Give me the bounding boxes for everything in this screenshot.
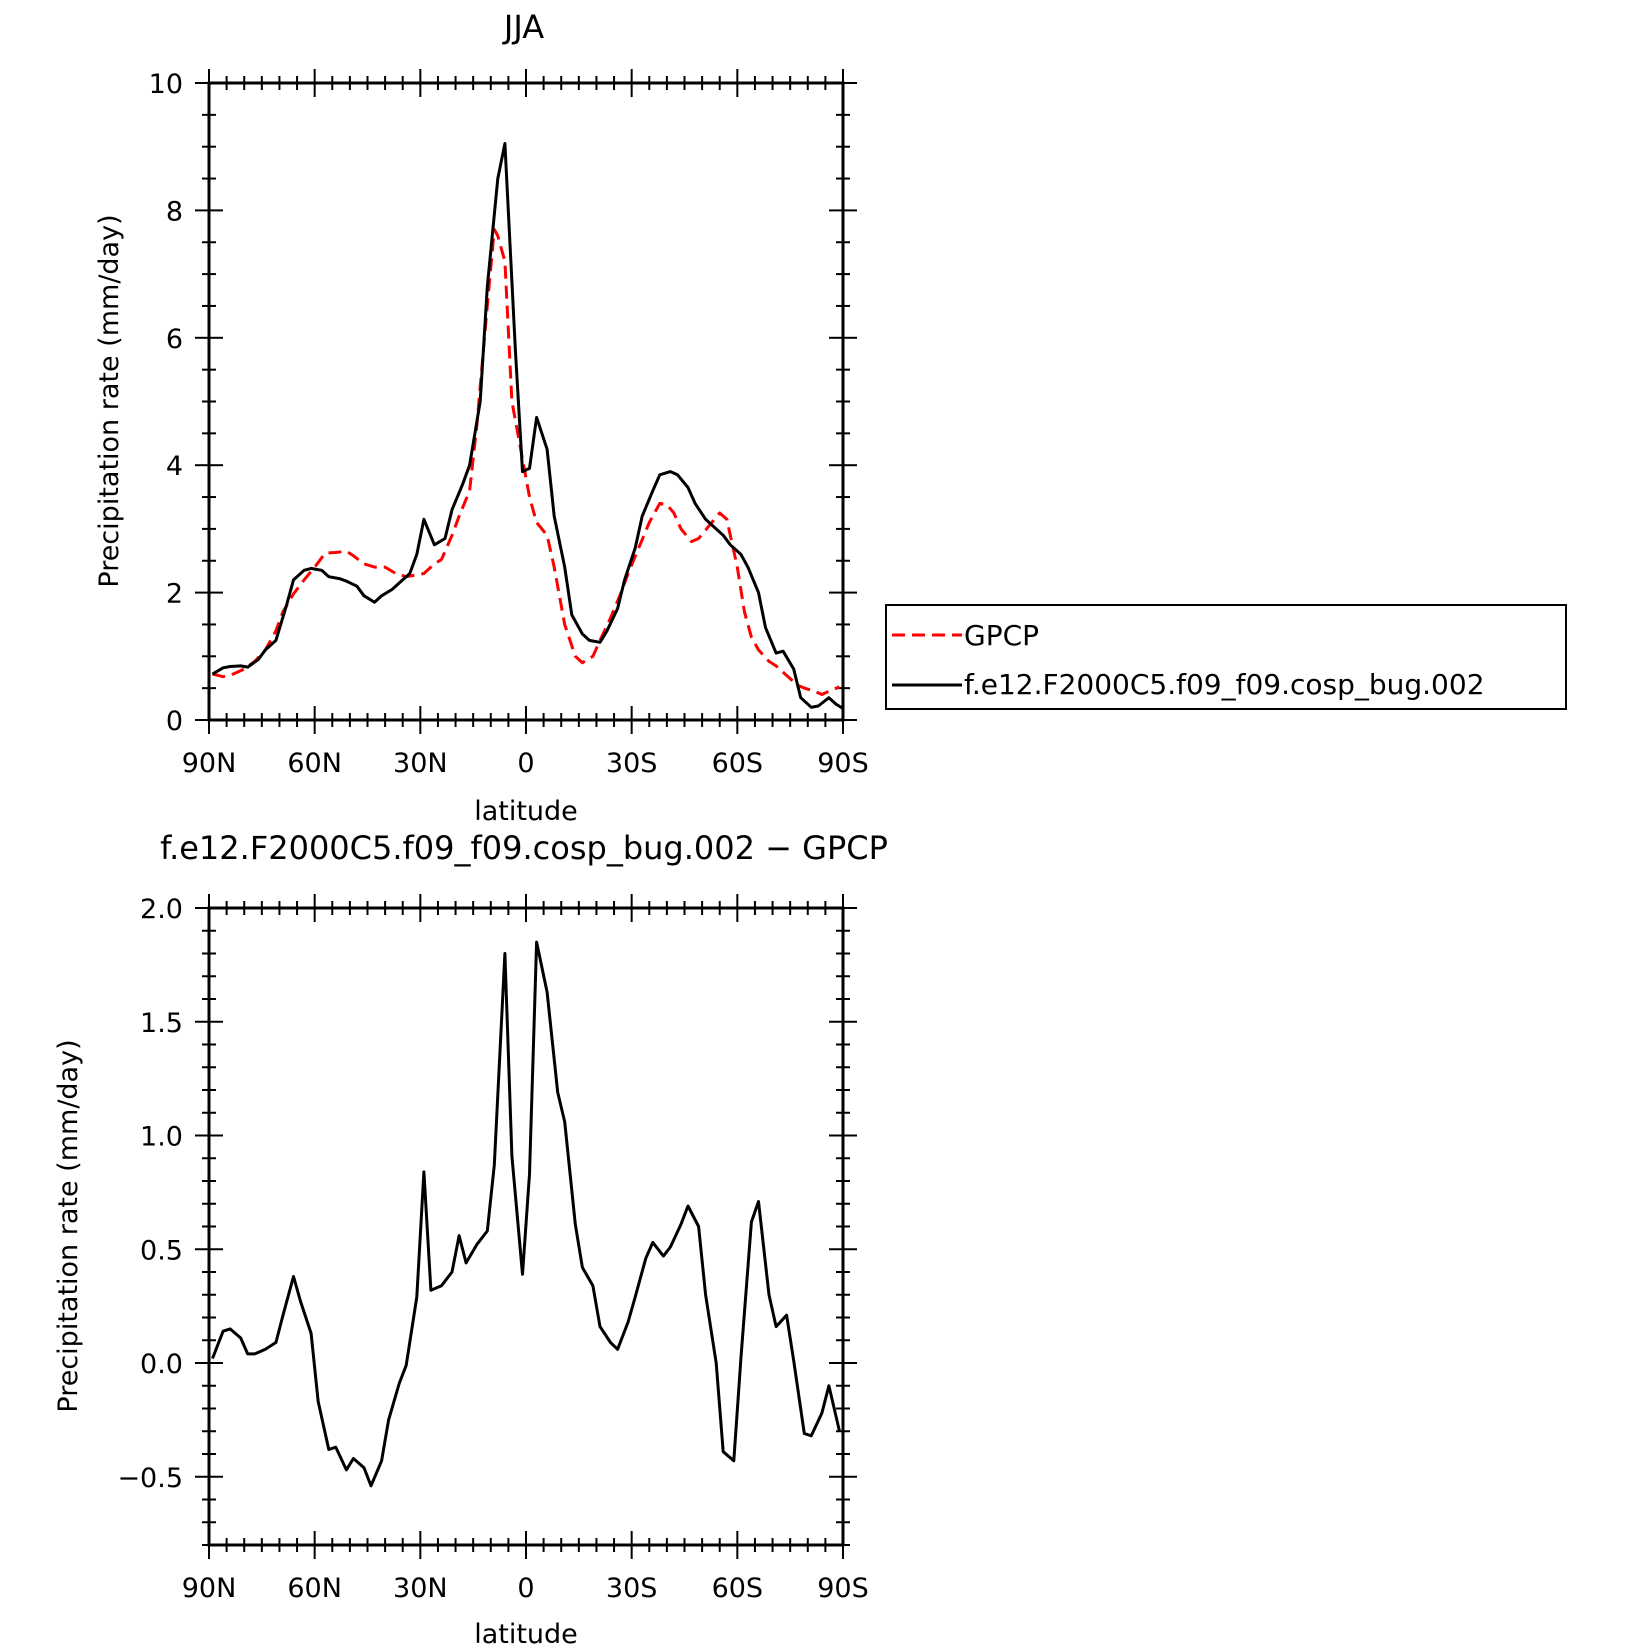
top-y-tick-label: 10 [149, 69, 183, 100]
top-x-tick-label: 30N [393, 748, 448, 779]
difference-chart-title: f.e12.F2000C5.f09_f09.cosp_bug.002 − GPC… [160, 829, 888, 867]
top-series-group [211, 142, 844, 710]
bottom-x-tick-label: 60S [712, 1573, 764, 1604]
top-x-tick-label: 90N [182, 748, 237, 779]
top-series-line-gpcp [212, 228, 841, 696]
top-y-tick-label: 4 [166, 451, 183, 482]
top-y-axis-title: Precipitation rate (mm/day) [94, 214, 125, 587]
bottom-y-tick-label: −0.5 [117, 1463, 183, 1494]
top-y-tick-label: 8 [166, 196, 183, 227]
top-x-tick-label: 0 [517, 748, 534, 779]
panel-difference: f.e12.F2000C5.f09_f09.cosp_bug.002 − GPC… [53, 829, 888, 1647]
top-x-axis-title: latitude [474, 796, 578, 827]
bottom-series-group [211, 940, 841, 1488]
bottom-x-tick-label: 90N [182, 1573, 237, 1604]
bottom-x-axis-title: latitude [474, 1619, 578, 1647]
top-x-tick-label: 60S [712, 748, 764, 779]
legend-label-gpcp: GPCP [964, 619, 1039, 652]
chart-title: JJA [502, 8, 544, 46]
top-y-tick-label: 6 [166, 324, 183, 355]
bottom-plot-frame [207, 906, 845, 1547]
top-y-tick-label: 0 [166, 706, 183, 737]
bottom-y-tick-label: 0.5 [140, 1235, 183, 1266]
bottom-y-axis-title: Precipitation rate (mm/day) [53, 1039, 84, 1412]
top-y-tick-label: 2 [166, 579, 183, 610]
bottom-y-tick-label: 1.0 [140, 1122, 183, 1153]
bottom-series-line-difference [211, 940, 841, 1488]
top-x-tick-label: 30S [606, 748, 658, 779]
top-x-tick-label: 90S [817, 748, 869, 779]
legend: GPCP f.e12.F2000C5.f09_f09.cosp_bug.002 [885, 604, 1567, 710]
bottom-y-tick-label: 1.5 [140, 1008, 183, 1039]
top-plot-frame [207, 81, 845, 722]
bottom-tick-labels: 90N 60N 30N 0 30S 60S 90S −0.5 0.0 0.5 1.0 1.5 2.0 [117, 894, 868, 1604]
top-x-tick-label: 60N [287, 748, 342, 779]
bottom-x-tick-label: 30S [606, 1573, 658, 1604]
legend-box [885, 604, 1567, 710]
bottom-x-tick-label: 0 [517, 1573, 534, 1604]
top-axis-ticks [195, 69, 857, 734]
bottom-x-tick-label: 60N [287, 1573, 342, 1604]
legend-label-model: f.e12.F2000C5.f09_f09.cosp_bug.002 [964, 668, 1485, 701]
bottom-x-tick-label: 90S [817, 1573, 869, 1604]
top-tick-labels: 90N 60N 30N 0 30S 60S 90S 0 2 4 6 8 10 [149, 69, 869, 779]
bottom-y-tick-label: 2.0 [140, 894, 183, 925]
bottom-y-tick-label: 0.0 [140, 1349, 183, 1380]
bottom-x-tick-label: 30N [393, 1573, 448, 1604]
top-series-line-model [211, 142, 844, 710]
